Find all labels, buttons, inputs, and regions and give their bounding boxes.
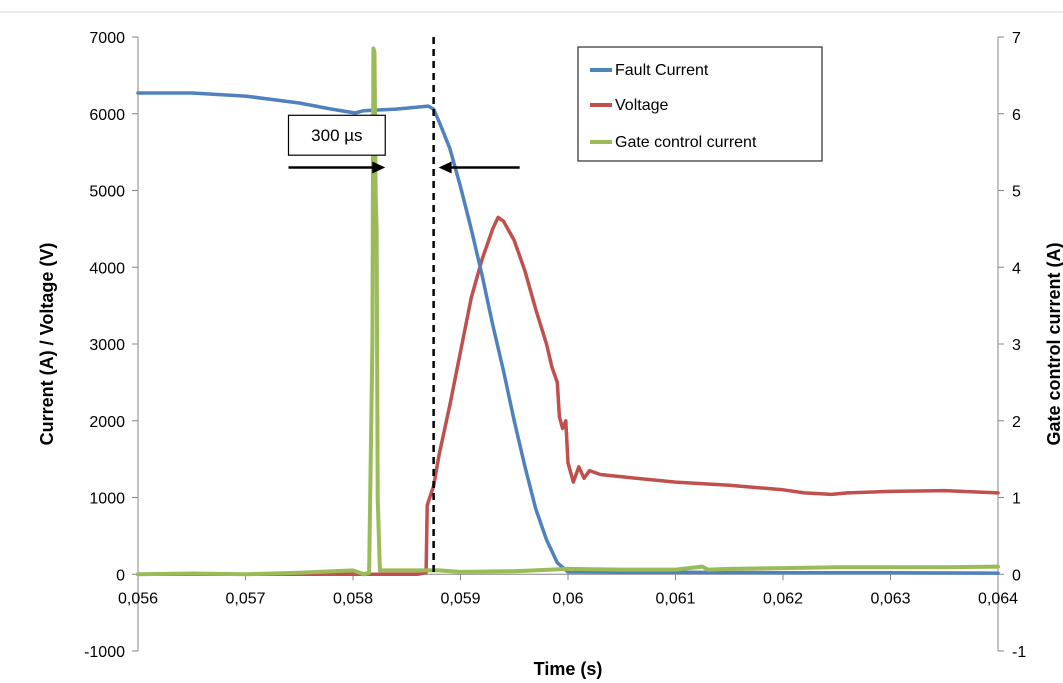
axes: -1000 0 1000 2000 3000 4000 5000 6000 7000 -1 0 1 2 3… [84, 30, 1026, 661]
series-line-fault-current [136, 91, 1000, 575]
x-tick-label: 0,064 [978, 590, 1018, 607]
x-tick-label: 0,06 [552, 590, 583, 607]
x-tick-label: 0,059 [440, 590, 480, 607]
y-tick-label: 1000 [89, 491, 125, 508]
y-tick-label: 0 [116, 567, 125, 584]
y2-tick-label: 3 [1012, 337, 1021, 354]
y2-tick-label: 4 [1012, 260, 1021, 277]
x-tick-label: 0,061 [655, 590, 695, 607]
series-line-gate-control-current [136, 46, 1000, 577]
y-tick-label: 2000 [89, 414, 125, 431]
y-tick-label: 4000 [89, 260, 125, 277]
legend-label-gate-control-current: Gate control current [615, 134, 757, 151]
y-tick-label: -1000 [84, 644, 125, 661]
x-tick-label: 0,056 [118, 590, 158, 607]
y-axis-title: Current (A) / Voltage (V) [37, 243, 57, 446]
y2-tick-label: 0 [1012, 567, 1021, 584]
y2-tick-label: 5 [1012, 184, 1021, 201]
y2-tick-label: 6 [1012, 107, 1021, 124]
y2-tick-label: -1 [1012, 644, 1026, 661]
interval-label: 300 µs [311, 126, 362, 145]
y-tick-label: 6000 [89, 107, 125, 124]
x-tick-label: 0,058 [333, 590, 373, 607]
x-tick-label: 0,063 [870, 590, 910, 607]
y-tick-label: 5000 [89, 184, 125, 201]
x-tick-label: 0,057 [225, 590, 265, 607]
annotation-layer: 300 µs [287, 37, 520, 575]
y2-tick-label: 1 [1012, 491, 1021, 508]
y-tick-label: 7000 [89, 30, 125, 47]
legend-box [577, 46, 823, 162]
interval-arrowhead-left [372, 161, 386, 174]
y2-axis-title: Gate control current (A) [1044, 242, 1063, 445]
y2-tick-label: 2 [1012, 414, 1021, 431]
legend: Fault Current Voltage Gate control curre… [577, 46, 823, 162]
interval-label-box [287, 114, 386, 156]
legend-label-fault-current: Fault Current [615, 62, 709, 79]
legend-label-voltage: Voltage [615, 97, 668, 114]
x-tick-label: 0,062 [763, 590, 803, 607]
x-axis-title: Time (s) [534, 659, 603, 679]
series-line-voltage [136, 215, 1000, 577]
interval-arrowhead-right [438, 161, 452, 174]
y2-tick-label: 7 [1012, 30, 1021, 47]
y-tick-label: 3000 [89, 337, 125, 354]
series-layer [136, 46, 1000, 577]
